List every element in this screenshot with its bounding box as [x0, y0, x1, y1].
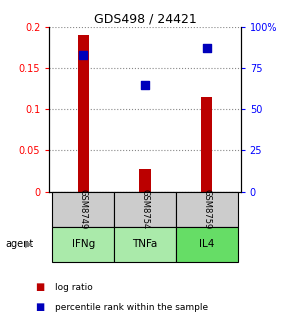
Title: GDS498 / 24421: GDS498 / 24421 [94, 13, 196, 26]
Text: percentile rank within the sample: percentile rank within the sample [55, 303, 208, 312]
Bar [114, 192, 176, 227]
Point [81, 52, 86, 57]
Text: GSM8754: GSM8754 [140, 189, 150, 229]
Text: ▶: ▶ [25, 239, 33, 249]
Bar [176, 227, 238, 262]
Text: TNFa: TNFa [132, 240, 158, 249]
Bar [52, 192, 114, 227]
Bar [176, 192, 238, 227]
Text: agent: agent [6, 239, 34, 249]
Text: GSM8759: GSM8759 [202, 189, 211, 229]
Text: log ratio: log ratio [55, 283, 93, 292]
Text: ■: ■ [35, 302, 44, 312]
Bar [52, 227, 114, 262]
Text: GSM8749: GSM8749 [79, 189, 88, 229]
Text: ■: ■ [35, 282, 44, 292]
Bar [114, 227, 176, 262]
Point [204, 46, 209, 51]
Bar [78, 35, 89, 192]
Text: IL4: IL4 [199, 240, 214, 249]
Bar [139, 169, 151, 192]
Point [143, 82, 147, 87]
Text: IFNg: IFNg [72, 240, 95, 249]
Bar [201, 97, 212, 192]
